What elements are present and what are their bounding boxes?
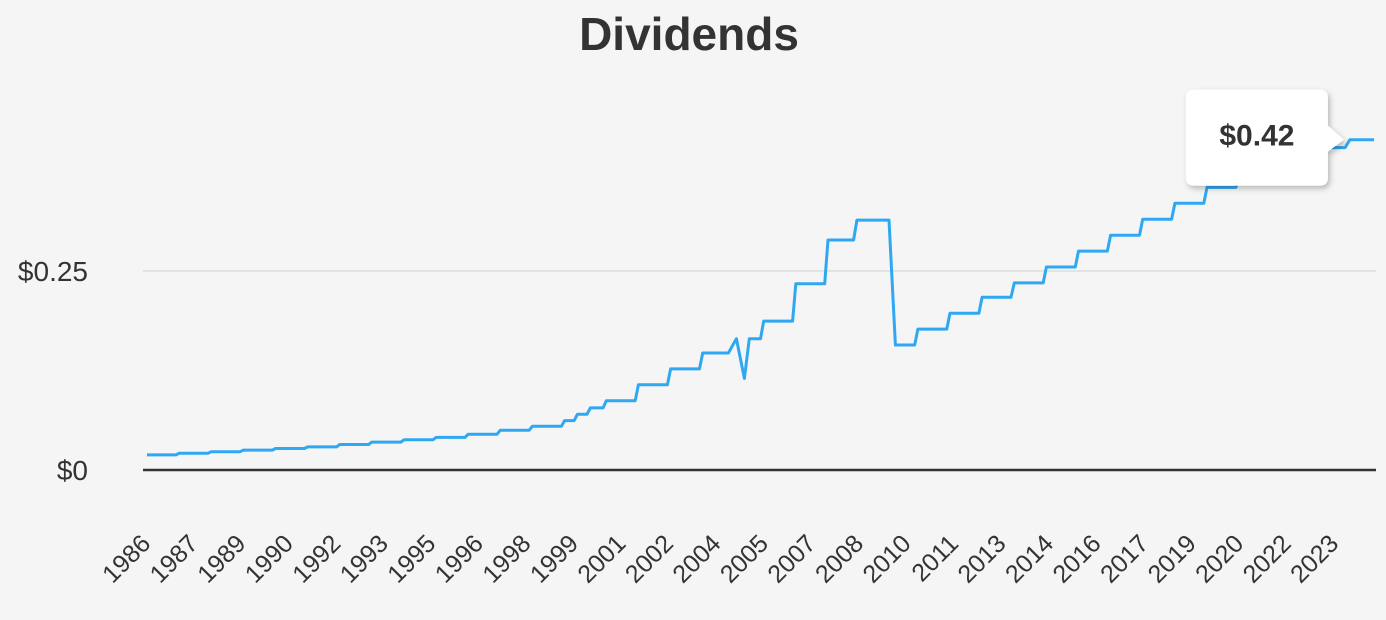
tooltip-box <box>1185 89 1344 186</box>
y-axis-ticks: $0 $0.25 <box>18 256 88 486</box>
y-tick-label: $0 <box>57 455 88 486</box>
tooltip-value: $0.42 <box>1219 120 1294 153</box>
y-tick-label: $0.25 <box>18 256 88 287</box>
tooltip: $0.42 <box>1185 89 1344 186</box>
series-line-dividends <box>147 138 1374 457</box>
chart-title: Dividends <box>579 8 799 60</box>
